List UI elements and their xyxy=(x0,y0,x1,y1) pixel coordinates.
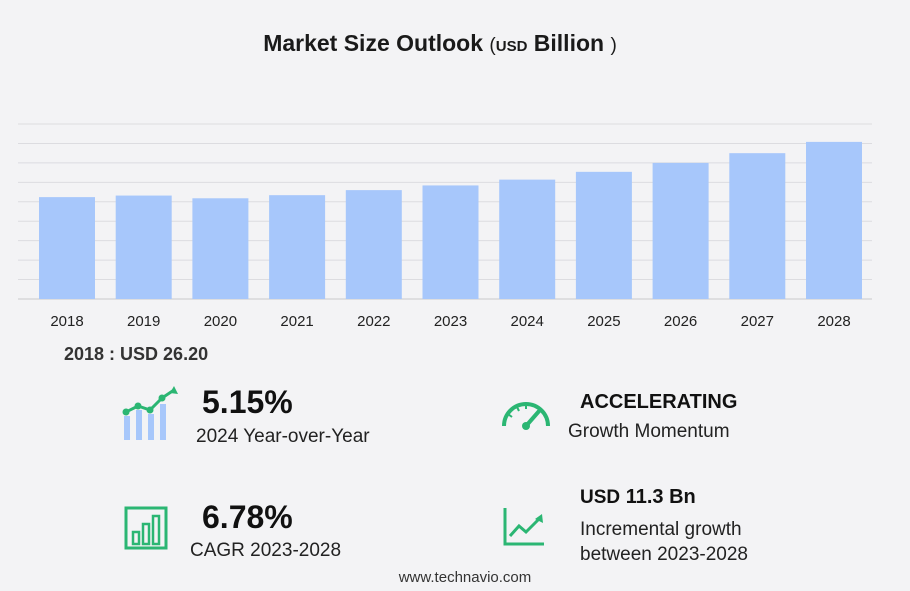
momentum-label: Growth Momentum xyxy=(568,421,730,442)
unit-close: ) xyxy=(610,35,617,56)
cagr-label: CAGR 2023-2028 xyxy=(190,540,342,561)
growth-chart-icon xyxy=(122,386,178,440)
base-year-value: 2018 : USD 26.20 xyxy=(64,344,209,364)
x-tick-label-2024: 2024 xyxy=(511,313,544,330)
incremental-amount: 11.3 Bn xyxy=(625,486,696,508)
incremental-label-line2: between 2023-2028 xyxy=(580,544,748,565)
incremental-label-line1: Incremental growth xyxy=(580,519,742,540)
x-tick-label-2027: 2027 xyxy=(741,313,774,330)
bar-2026 xyxy=(652,162,709,299)
yoy-label: 2024 Year-over-Year xyxy=(196,426,370,447)
bar-2021 xyxy=(269,195,326,299)
bar-2027 xyxy=(729,153,786,299)
trend-line-icon xyxy=(503,508,544,546)
unit-scale: Billion xyxy=(533,30,605,56)
bar-2025 xyxy=(575,171,632,299)
bar-2028 xyxy=(806,141,862,299)
bar-chart-icon xyxy=(124,506,168,550)
cagr-value: 6.78% xyxy=(202,499,293,535)
x-tick-label-2019: 2019 xyxy=(127,313,160,330)
x-tick-label-2022: 2022 xyxy=(357,313,390,330)
unit-open: ( xyxy=(489,35,496,56)
speedometer-icon xyxy=(502,402,550,430)
x-tick-label-2018: 2018 xyxy=(50,313,83,330)
incremental-value: USD 11.3 Bn xyxy=(580,486,696,509)
x-tick-label-2025: 2025 xyxy=(587,313,620,330)
bar-2023 xyxy=(422,185,479,299)
momentum-value: ACCELERATING xyxy=(580,391,738,413)
x-tick-label-2023: 2023 xyxy=(434,313,467,330)
x-tick-label-2020: 2020 xyxy=(204,313,237,330)
incremental-currency: USD xyxy=(580,487,621,508)
bar-2022 xyxy=(345,190,402,299)
unit-currency: USD xyxy=(495,38,528,55)
bar-chart: 2018 2019 2020 2021 2022 2023 2024 2025 2026 2027… xyxy=(18,123,872,330)
x-tick-label-2021: 2021 xyxy=(280,313,313,330)
bar-2020 xyxy=(192,198,249,299)
title-text: Market Size Outlook xyxy=(263,30,484,56)
footer-url: www.technavio.com xyxy=(398,569,532,586)
bar-2019 xyxy=(115,195,172,299)
x-tick-label-2026: 2026 xyxy=(664,313,697,330)
bar-2024 xyxy=(499,179,556,299)
yoy-value: 5.15% xyxy=(202,384,293,420)
x-tick-label-2028: 2028 xyxy=(817,313,850,330)
chart-title: Market Size Outlook (USD Billion ) xyxy=(0,30,880,57)
bar-2018 xyxy=(39,197,95,299)
